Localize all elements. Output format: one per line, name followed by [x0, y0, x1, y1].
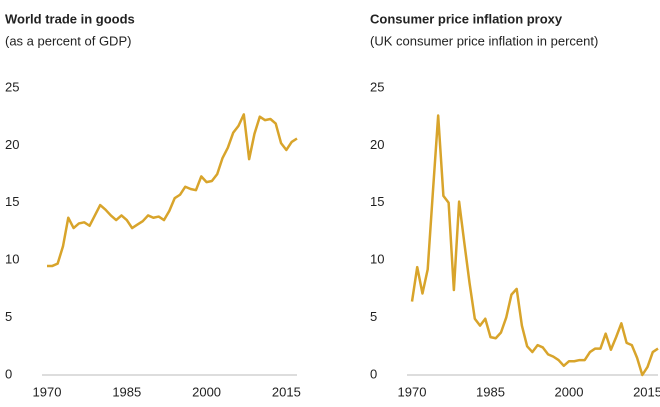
x-tick-label: 1985 [112, 384, 141, 399]
y-tick-label: 25 [370, 79, 384, 94]
x-tick-label: 1970 [33, 384, 62, 399]
chart-subtitle: (as a percent of GDP) [5, 33, 131, 48]
y-tick-label: 5 [370, 309, 377, 324]
x-tick-label: 2015 [633, 384, 660, 399]
chart-title: World trade in goods [5, 11, 135, 26]
x-tick-label: 2000 [555, 384, 584, 399]
y-tick-label: 5 [5, 309, 12, 324]
y-tick-label: 10 [370, 252, 384, 267]
x-tick-label: 2000 [192, 384, 221, 399]
y-tick-label: 0 [5, 366, 12, 381]
x-tick-label: 2015 [272, 384, 301, 399]
y-tick-label: 25 [5, 79, 19, 94]
y-tick-label: 15 [5, 194, 19, 209]
y-tick-label: 10 [5, 252, 19, 267]
x-tick-label: 1985 [476, 384, 505, 399]
y-tick-label: 0 [370, 366, 377, 381]
y-tick-label: 20 [370, 137, 384, 152]
data-line [410, 114, 659, 377]
data-line [47, 113, 298, 268]
y-tick-label: 20 [5, 137, 19, 152]
chart-title: Consumer price inflation proxy [370, 11, 563, 26]
x-tick-label: 1970 [398, 384, 427, 399]
chart-subtitle: (UK consumer price inflation in percent) [370, 33, 598, 48]
y-tick-label: 15 [370, 194, 384, 209]
